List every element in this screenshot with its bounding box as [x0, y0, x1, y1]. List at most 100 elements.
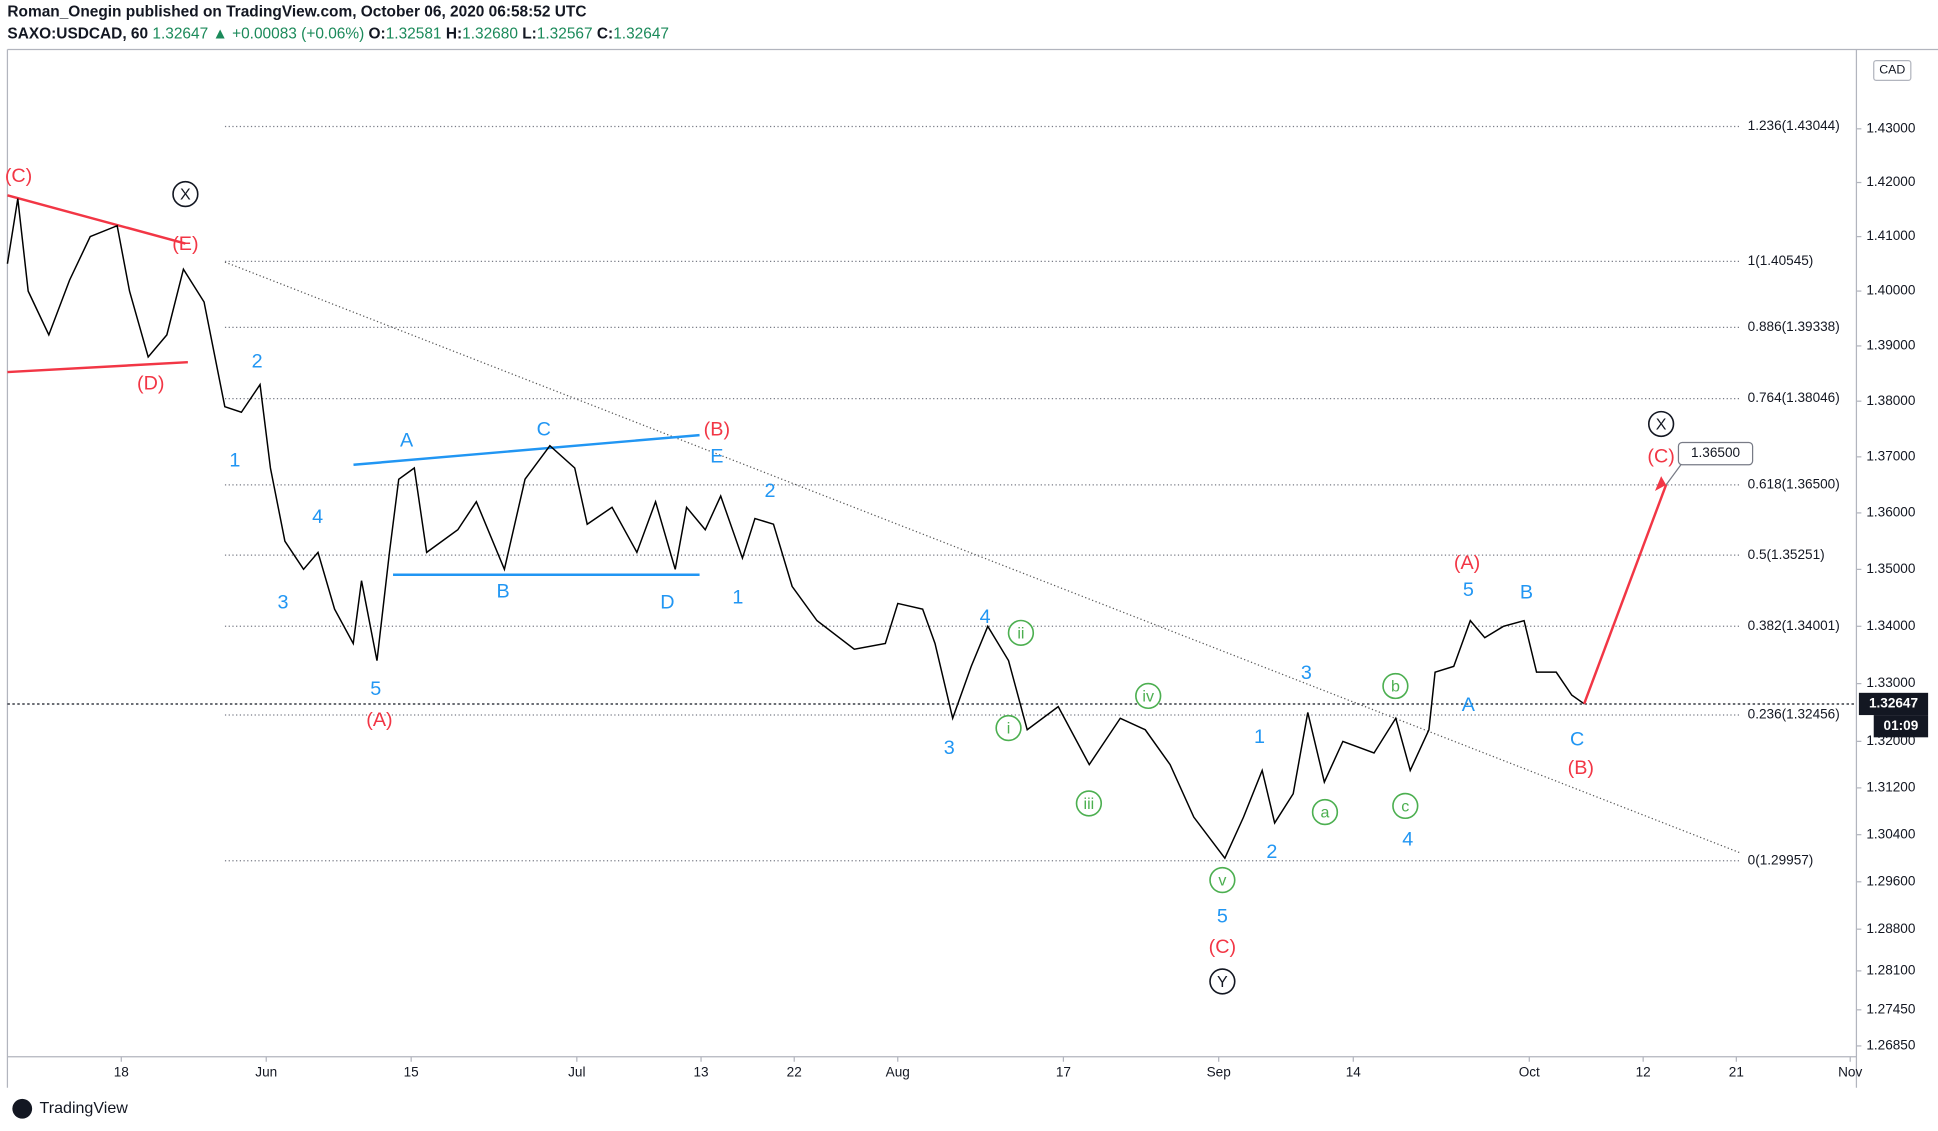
fib-label: 0.5(1.35251): [1748, 547, 1825, 562]
x-tick-label: 15: [404, 1064, 419, 1079]
wave-circle: [1075, 790, 1103, 817]
wave-label: (D): [137, 373, 164, 395]
wave-label: (A): [366, 709, 392, 731]
trend-line: [224, 261, 1741, 854]
high: 1.32680: [462, 26, 518, 43]
y-tick-label: 1.29600: [1866, 873, 1916, 888]
last-price-label: 1.32647: [1869, 696, 1918, 711]
wave-circle: [1135, 682, 1162, 710]
x-tick-label: 21: [1729, 1064, 1744, 1079]
triangle-upper: [7, 194, 186, 245]
fib-label: 0.236(1.32456): [1748, 707, 1840, 722]
wave-label: E: [710, 446, 723, 468]
arrow-head: [1654, 476, 1667, 492]
wave-label: 1: [732, 586, 743, 608]
wave-circle: [1007, 619, 1035, 647]
wave-label: C: [1570, 729, 1584, 751]
symbol: SAXO:USDCAD, 60: [7, 26, 148, 43]
wave-label: 3: [278, 591, 289, 613]
fib-label: 0(1.29957): [1748, 852, 1814, 867]
y-tick-label: 1.26850: [1866, 1038, 1916, 1053]
y-tick-label: 1.36000: [1866, 505, 1916, 520]
x-tick-label: Jun: [255, 1064, 277, 1079]
currency: CAD: [1879, 63, 1905, 77]
y-tick-label: 1.41000: [1866, 228, 1916, 243]
y-tick-label: 1.40000: [1866, 283, 1916, 298]
fib-label: 0.382(1.34001): [1748, 618, 1840, 633]
wave-circle: [995, 714, 1022, 742]
wave-label: 5: [370, 678, 381, 700]
wave-circle: [1392, 792, 1419, 820]
wave-label: 3: [944, 737, 955, 759]
x-tick-label: 22: [787, 1064, 802, 1079]
wave-label: Y: [1217, 973, 1228, 991]
wave-circle: [1382, 672, 1409, 700]
wave-label: (C): [1647, 446, 1674, 468]
h-label: H:: [446, 26, 462, 43]
price-line: [6, 198, 1585, 860]
wave-label: 2: [765, 480, 776, 502]
y-tick-label: 1.27450: [1866, 1001, 1916, 1016]
wave-label: A: [400, 430, 414, 452]
x-tick-label: Sep: [1207, 1064, 1231, 1079]
wave-circle: [172, 180, 199, 208]
change: ▲ +0.00083 (+0.06%): [213, 26, 365, 43]
wave-label: 5: [1217, 905, 1228, 927]
wave-label: A: [1462, 694, 1476, 716]
wave-label: 4: [980, 606, 991, 628]
wave-label: a: [1320, 804, 1329, 822]
x-tick-label: 17: [1056, 1064, 1071, 1079]
l-label: L:: [522, 26, 537, 43]
x-tick-label: 13: [693, 1064, 708, 1079]
wave-label: B: [1520, 582, 1533, 604]
wave-label: iv: [1142, 687, 1154, 705]
y-tick-label: 1.30400: [1866, 826, 1916, 841]
countdown-box: [1873, 715, 1929, 738]
y-tick-label: 1.28800: [1866, 921, 1916, 936]
footer-brand: TradingView: [40, 1099, 129, 1117]
wave-label: (B): [704, 418, 730, 440]
wave-circle: [1209, 968, 1236, 995]
symbol-line: SAXO:USDCAD, 60 1.32647 ▲ +0.00083 (+0.0…: [7, 26, 669, 43]
x-tick-label: Nov: [1838, 1064, 1862, 1079]
wave-label: 5: [1463, 579, 1474, 601]
close: 1.32647: [613, 26, 669, 43]
x-tick-label: Oct: [1519, 1064, 1540, 1079]
y-tick-label: 1.33000: [1866, 675, 1916, 690]
wave-label: X: [180, 186, 191, 204]
countdown: 01:09: [1884, 718, 1919, 733]
y-tick-label: 1.34000: [1866, 618, 1916, 633]
wave-label: 2: [1266, 841, 1277, 863]
x-tick-label: Aug: [886, 1064, 910, 1079]
open: 1.32581: [386, 26, 442, 43]
triangle-lower: [7, 360, 188, 374]
wave-label: C: [537, 418, 551, 440]
x-tick-label: 12: [1636, 1064, 1651, 1079]
o-label: O:: [369, 26, 386, 43]
wave-label: 4: [312, 506, 323, 528]
c-label: C:: [597, 26, 613, 43]
footer-logo: [12, 1098, 33, 1119]
wave-label: v: [1218, 872, 1226, 890]
wave-label: (B): [1568, 757, 1594, 779]
wave-label: iii: [1084, 795, 1095, 813]
fib-label: 0.764(1.38046): [1748, 390, 1840, 405]
wave-label: (A): [1454, 552, 1480, 574]
wave-label: D: [660, 591, 674, 613]
last-price-box: [1858, 692, 1929, 716]
y-tick-label: 1.43000: [1866, 120, 1916, 135]
wave-circle: [1209, 866, 1236, 894]
wave-circle: [1647, 410, 1675, 438]
y-tick-label: 1.31200: [1866, 779, 1916, 794]
price: 1.32647: [152, 26, 208, 43]
target-label: 1.36500: [1691, 445, 1741, 460]
y-tick-label: 1.35000: [1866, 561, 1916, 576]
wave-label: 3: [1301, 662, 1312, 684]
wave-label: 1: [1254, 726, 1265, 748]
projection-arrow: [1582, 484, 1668, 705]
fib-label: 0.618(1.36500): [1748, 476, 1840, 491]
channel-upper: [353, 433, 700, 466]
fib-label: 1(1.40545): [1748, 253, 1814, 268]
